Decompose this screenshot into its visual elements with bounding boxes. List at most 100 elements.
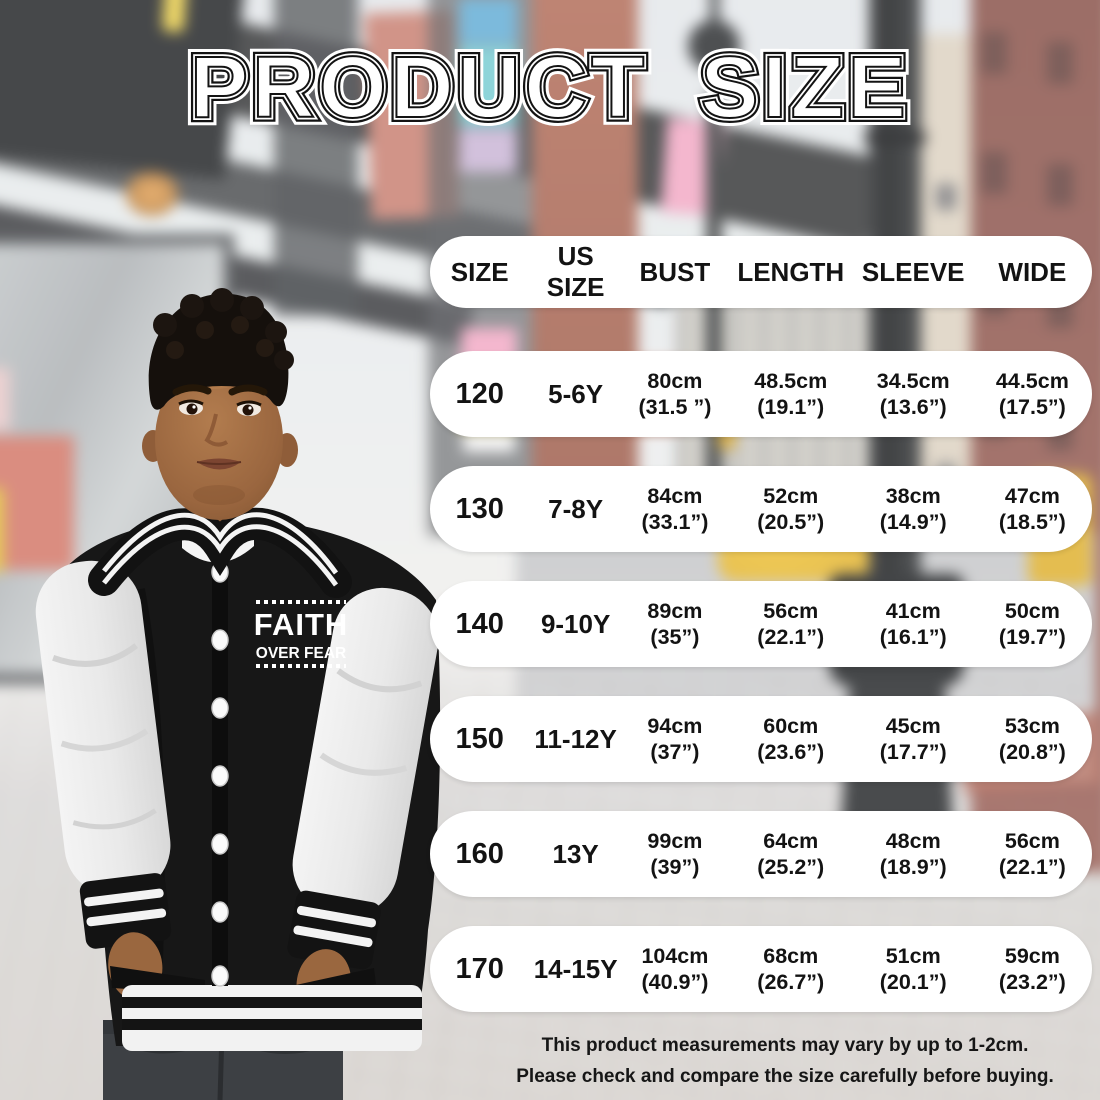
disclaimer-line1: This product measurements may vary by up… — [541, 1035, 1029, 1056]
eyebrows — [172, 384, 268, 396]
sign-white — [463, 432, 515, 452]
cell-us-size: 13Y — [552, 838, 599, 869]
cell-us-size: 7-8Y — [548, 493, 604, 524]
jacket-sleeve-right — [287, 587, 439, 1017]
cell-wide: 44.5cm (17.5”) — [973, 368, 1092, 420]
length-inches: (26.7”) — [757, 970, 825, 994]
print-line1: FAITH — [254, 607, 349, 642]
sign-lavender — [459, 128, 517, 172]
eyes — [178, 399, 262, 416]
cell-us-size: 11-12Y — [534, 723, 617, 754]
bust-inches: (35”) — [650, 625, 700, 649]
sleeve-inches: (17.7”) — [879, 740, 947, 764]
poster — [0, 436, 74, 570]
sign-teal — [459, 46, 517, 126]
header-size: SIZE — [450, 256, 509, 287]
cell-us-size: 5-6Y — [548, 378, 604, 409]
cell-bust: 104cm (40.9”) — [622, 943, 728, 995]
cell-wide: 53cm (20.8”) — [973, 713, 1092, 765]
cell-length: 48.5cm (19.1”) — [728, 368, 854, 420]
sleeve-inches: (14.9”) — [879, 510, 947, 534]
length-cm: 48.5cm — [754, 369, 828, 393]
bust-cm: 84cm — [647, 484, 703, 508]
sleeve-cm: 34.5cm — [876, 369, 950, 393]
sleeve-cm: 38cm — [885, 484, 941, 508]
disclaimer: This product measurements may vary by up… — [470, 1030, 1100, 1092]
sleeve-cm: 48cm — [885, 829, 941, 853]
jacket-chest-print: FAITH OVER FEAR — [254, 600, 349, 668]
wide-inches: (18.5”) — [998, 510, 1066, 534]
cell-wide: 47cm (18.5”) — [973, 483, 1092, 535]
cell-sleeve: 48cm (18.9”) — [854, 828, 973, 880]
cell-sleeve: 45cm (17.7”) — [854, 713, 973, 765]
lips — [196, 458, 242, 470]
cell-bust: 80cm (31.5 ”) — [622, 368, 728, 420]
wide-inches: (22.1”) — [998, 855, 1066, 879]
cell-length: 60cm (23.6”) — [728, 713, 854, 765]
cell-size: 150 — [455, 722, 504, 755]
cell-length: 52cm (20.5”) — [728, 483, 854, 535]
title-layer-stripe: PRODUCT SIZE — [185, 34, 911, 141]
sleeve-inches: (20.1”) — [879, 970, 947, 994]
cell-sleeve: 51cm (20.1”) — [854, 943, 973, 995]
length-cm: 60cm — [763, 714, 819, 738]
cell-size: 140 — [455, 607, 504, 640]
cell-sleeve: 41cm (16.1”) — [854, 598, 973, 650]
length-cm: 52cm — [763, 484, 819, 508]
street-lamp-finial — [710, 0, 719, 28]
header-wide: WIDE — [998, 256, 1067, 287]
table-row: 160 13Y 99cm (39”) 64cm (25.2”) 48cm (18… — [430, 811, 1092, 897]
nose — [204, 413, 229, 447]
wide-cm: 59cm — [1004, 944, 1060, 968]
length-cm: 56cm — [763, 599, 819, 623]
cell-bust: 84cm (33.1”) — [622, 483, 728, 535]
cell-wide: 59cm (23.2”) — [973, 943, 1092, 995]
size-table-header: SIZE US SIZE BUST LENGTH SLEEVE WIDE — [430, 236, 1092, 308]
cell-size: 120 — [455, 377, 504, 410]
length-inches: (22.1”) — [757, 625, 825, 649]
hair — [148, 288, 294, 410]
bust-inches: (33.1”) — [641, 510, 709, 534]
bust-inches: (37”) — [650, 740, 700, 764]
cell-size: 160 — [455, 837, 504, 870]
bust-cm: 94cm — [647, 714, 703, 738]
header-sleeve: SLEEVE — [861, 256, 965, 287]
street-lamp-head — [688, 20, 740, 72]
wide-cm: 47cm — [1004, 484, 1060, 508]
bust-cm: 99cm — [647, 829, 703, 853]
header-us-size: US SIZE — [546, 241, 605, 302]
cell-wide: 50cm (19.7”) — [973, 598, 1092, 650]
jacket-hem — [122, 985, 422, 1051]
cell-bust: 89cm (35”) — [622, 598, 728, 650]
wide-cm: 50cm — [1004, 599, 1060, 623]
table-row: 140 9-10Y 89cm (35”) 56cm (22.1”) 41cm (… — [430, 581, 1092, 667]
cell-us-size: 14-15Y — [533, 953, 618, 984]
cell-size: 170 — [455, 952, 504, 985]
size-table-rows: 120 5-6Y 80cm (31.5 ”) 48.5cm (19.1”) 34… — [430, 351, 1092, 1012]
title-layer-stripe: PRODUCT SIZE — [189, 38, 910, 137]
disclaimer-line2: Please check and compare the size carefu… — [516, 1066, 1054, 1087]
sleeve-cm: 41cm — [885, 599, 941, 623]
length-inches: (19.1”) — [757, 395, 825, 419]
jacket-collar — [88, 507, 352, 598]
table-row: 120 5-6Y 80cm (31.5 ”) 48.5cm (19.1”) 34… — [430, 351, 1092, 437]
length-inches: (25.2”) — [757, 855, 825, 879]
poster — [0, 368, 10, 430]
cell-sleeve: 34.5cm (13.6”) — [854, 368, 973, 420]
length-inches: (20.5”) — [757, 510, 825, 534]
lamp-post-pole — [869, 0, 921, 668]
sleeve-inches: (18.9”) — [879, 855, 947, 879]
cell-length: 68cm (26.7”) — [728, 943, 854, 995]
bust-inches: (39”) — [650, 855, 700, 879]
bust-cm: 80cm — [647, 369, 703, 393]
length-cm: 64cm — [763, 829, 819, 853]
sleeve-inches: (16.1”) — [879, 625, 947, 649]
table-row: 150 11-12Y 94cm (37”) 60cm (23.6”) 45cm … — [430, 696, 1092, 782]
sign-blue — [459, 0, 517, 44]
wide-inches: (17.5”) — [998, 395, 1066, 419]
sleeve-cm: 51cm — [885, 944, 941, 968]
page-title: PRODUCT SIZE PRODUCT SIZE PRODUCT SIZE P… — [0, 31, 1100, 144]
cell-bust: 99cm (39”) — [622, 828, 728, 880]
sleeve-inches: (13.6”) — [879, 395, 947, 419]
